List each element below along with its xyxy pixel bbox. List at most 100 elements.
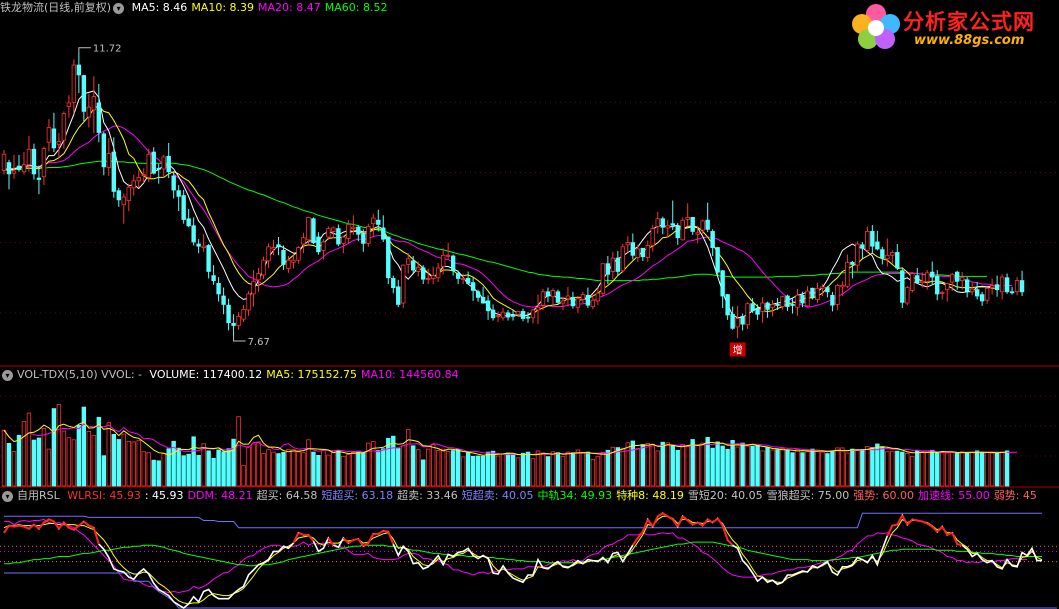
indicator-dropdown-icon[interactable]: ▾ <box>113 2 125 14</box>
candle-body <box>425 278 431 280</box>
rsl-WLRSI-strong-segment <box>697 521 704 527</box>
volume-bar <box>71 439 77 487</box>
volume-bar <box>56 403 62 487</box>
candle-body <box>440 254 446 267</box>
candle-body <box>430 275 436 279</box>
rsl-WLRSI-strong-segment <box>631 537 639 546</box>
candle-body <box>416 266 421 272</box>
rsl-WLRSI-strong-segment <box>367 533 375 544</box>
volume-bar <box>21 421 27 487</box>
volume-bar <box>296 451 301 487</box>
rsl-value-6: 短超卖: 40.05 <box>461 489 534 502</box>
volume-bar <box>925 450 930 487</box>
volume-bar <box>590 458 596 487</box>
candle-body <box>391 278 396 288</box>
volume-bar <box>366 442 371 487</box>
volume-bar <box>201 443 206 487</box>
candle-body <box>875 241 880 250</box>
volume-bar <box>281 451 286 487</box>
rsl-WLRSI-strong-segment <box>926 522 933 528</box>
candle-body <box>984 287 990 301</box>
indicator-dropdown-icon[interactable]: ▾ <box>2 369 13 381</box>
site-logo[interactable]: 分析家公式网 www.88gs.com <box>848 2 1053 52</box>
rsl-WLRSI-strong-segment <box>646 518 654 528</box>
volume-bar <box>790 452 795 487</box>
volume-bar <box>186 453 191 487</box>
candle-body <box>870 231 875 247</box>
volume-bars[interactable] <box>1 403 1010 487</box>
candle-body <box>695 232 700 235</box>
volume-bar <box>615 447 621 487</box>
candle-body <box>655 218 660 227</box>
volume-bar <box>86 430 92 487</box>
volume-bar <box>700 442 705 487</box>
candle-body <box>700 220 705 231</box>
high-label: 11.72 <box>93 44 122 55</box>
rsl-WLRSI-strong-segment <box>342 537 350 544</box>
chart-title: 铁龙物流(日线,前复权) <box>0 1 112 14</box>
volume-bar <box>425 448 431 487</box>
rsl-WLRSI-strong-segment <box>88 524 95 529</box>
candle-body <box>21 164 27 173</box>
volume-bar <box>46 448 52 487</box>
logo-title: 分析家公式网 <box>903 10 1035 34</box>
rsl-WLRSI-strong-segment <box>53 520 60 530</box>
volume-bar <box>361 451 366 487</box>
candle-body <box>421 267 426 280</box>
volume-bar <box>770 449 775 487</box>
rsl-WLRSI-strong-segment <box>18 524 25 528</box>
volume-bar <box>36 437 42 487</box>
volume-bar <box>460 456 466 487</box>
rsl-WLRSI-strong-segment <box>63 521 70 529</box>
volume-ma-lines <box>3 421 1018 456</box>
candle-body <box>690 216 695 232</box>
rsl-短超买-line <box>4 512 1042 529</box>
rsl-WLRSI-strong-segment <box>941 526 949 536</box>
candle-body <box>750 303 755 312</box>
volume-bar <box>316 454 321 487</box>
candle-body <box>620 246 626 272</box>
candle-body <box>86 106 92 118</box>
candle-body <box>610 257 616 272</box>
volume-bar <box>935 452 940 487</box>
rsl-WLRSI-strong-segment <box>23 525 30 530</box>
rsl-value-12: 加速线: 55.00 <box>918 489 990 502</box>
rsl-WLRSI-strong-segment <box>637 531 644 539</box>
rsl-WLRSI-strong-segment <box>726 539 734 546</box>
volume-bar <box>336 450 341 487</box>
rsl-value-3: 超买: 64.58 <box>256 489 318 502</box>
candle-body <box>1009 291 1015 294</box>
indicator-dropdown-icon[interactable]: ▾ <box>2 490 13 502</box>
candle-body <box>580 294 586 300</box>
volume-bar <box>640 444 645 487</box>
candlestick-series[interactable] <box>1 51 1025 339</box>
volume-bar <box>520 452 526 487</box>
candle-body <box>810 287 815 298</box>
volume-bar <box>341 455 346 487</box>
price-annotations: 11.72 7.67 增 <box>78 44 746 357</box>
rsl-WLRSI-strong-segment <box>667 515 674 521</box>
candle-body <box>156 167 161 170</box>
volume-bar <box>216 449 221 487</box>
volume-bar <box>775 449 780 487</box>
candle-body <box>346 223 351 239</box>
rsl-WLRSI-strong-segment <box>692 521 699 526</box>
rsl-indicator-lines[interactable] <box>3 512 1057 609</box>
rsl-WLRSI-strong-segment <box>292 532 300 544</box>
candle-body <box>146 153 151 178</box>
volume-bar <box>900 451 905 487</box>
candle-body <box>131 180 136 189</box>
volume-bar <box>510 454 516 487</box>
candle-body <box>231 322 236 326</box>
volume-bar <box>515 457 521 487</box>
candle-body <box>645 245 650 258</box>
candle-body <box>685 216 690 220</box>
rsl-WLRSI-strong-segment <box>936 525 943 533</box>
candle-body <box>266 246 271 262</box>
rsl-WLRSI-strong-segment <box>28 523 35 530</box>
candle-body <box>331 227 336 232</box>
candle-body <box>171 175 176 191</box>
candle-body <box>725 294 730 316</box>
candle-body <box>800 294 805 304</box>
